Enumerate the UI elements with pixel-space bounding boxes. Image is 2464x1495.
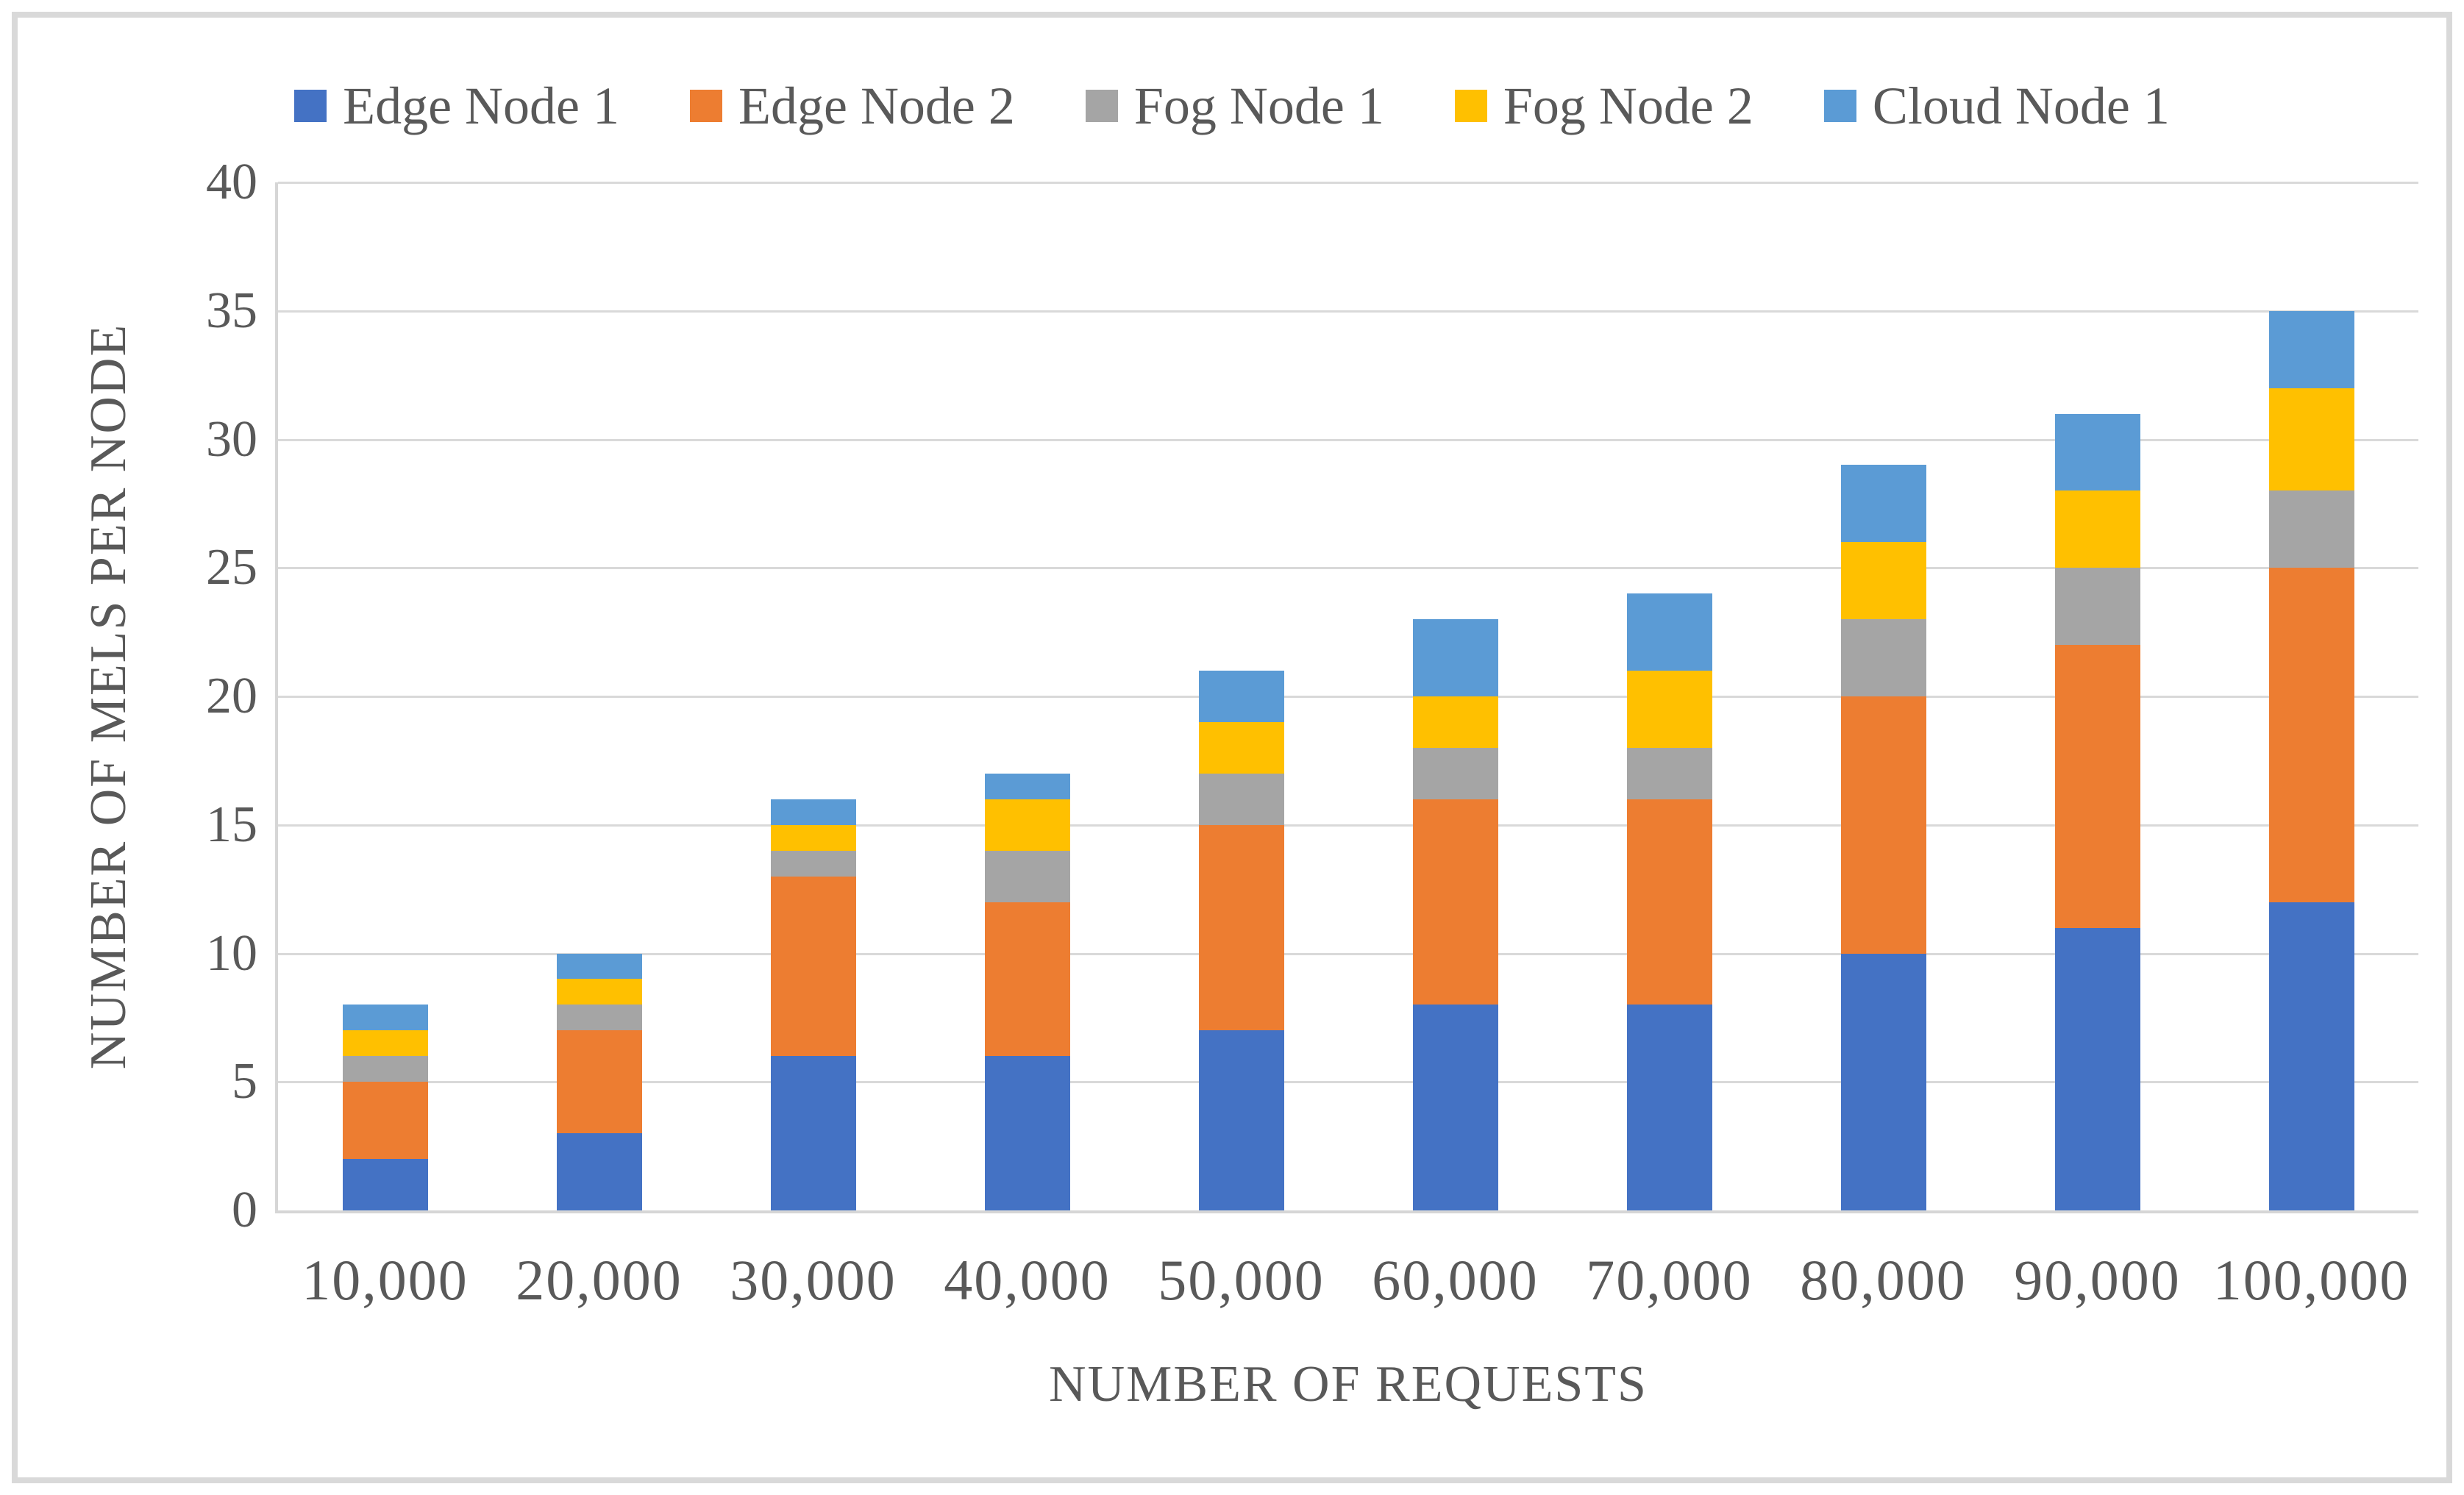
gridline-5 xyxy=(278,1081,2418,1084)
bar-segment-fog-node-2 xyxy=(2054,490,2140,568)
gridline-40 xyxy=(278,182,2418,184)
bar-segment-cloud-node-1 xyxy=(2268,310,2354,388)
x-axis-tick-label: 60,000 xyxy=(1372,1248,1539,1312)
y-axis-tick-label: 30 xyxy=(206,410,257,468)
y-axis-tick-label: 40 xyxy=(206,154,257,210)
legend-swatch-icon xyxy=(690,90,722,122)
bar-segment-edge-node-2 xyxy=(1412,799,1498,1005)
bar-segment-cloud-node-1 xyxy=(2054,413,2140,491)
bar-segment-edge-node-2 xyxy=(984,902,1070,1057)
y-axis-tick-label: 10 xyxy=(206,924,257,982)
bar-segment-edge-node-2 xyxy=(1626,799,1712,1005)
gridline-10 xyxy=(278,952,2418,955)
bar-segment-edge-node-1 xyxy=(556,1133,642,1210)
y-axis-tick-label: 25 xyxy=(206,539,257,596)
x-axis-tick-label: 30,000 xyxy=(730,1248,897,1312)
bar-segment-fog-node-2 xyxy=(342,1030,428,1057)
legend-label: Edge Node 1 xyxy=(343,76,619,135)
bar-segment-fog-node-2 xyxy=(1198,721,1284,774)
bar-segment-edge-node-2 xyxy=(1840,696,1926,954)
legend-item-fog-node-1: Fog Node 1 xyxy=(1085,76,1384,135)
bar-segment-edge-node-2 xyxy=(342,1082,428,1160)
gridline-30 xyxy=(278,438,2418,441)
bar-segment-cloud-node-1 xyxy=(342,1005,428,1031)
bar-segment-edge-node-1 xyxy=(2054,927,2140,1210)
legend-swatch-icon xyxy=(1823,90,1856,122)
x-axis-tick-label: 20,000 xyxy=(516,1248,683,1312)
bar-segment-edge-node-1 xyxy=(1198,1030,1284,1210)
bar-segment-fog-node-2 xyxy=(556,979,642,1005)
x-axis-tick-label: 80,000 xyxy=(1800,1248,1967,1312)
legend-item-fog-node-2: Fog Node 2 xyxy=(1454,76,1753,135)
legend-label: Fog Node 2 xyxy=(1503,76,1753,135)
bar-segment-edge-node-2 xyxy=(556,1030,642,1134)
bar-segment-fog-node-1 xyxy=(1198,773,1284,825)
y-axis-tick-label: 0 xyxy=(232,1182,257,1238)
legend-swatch-icon xyxy=(294,90,327,122)
bar-segment-fog-node-1 xyxy=(556,1005,642,1031)
x-axis-tick-label: 70,000 xyxy=(1586,1248,1753,1312)
bar-segment-fog-node-1 xyxy=(1840,619,1926,696)
legend-label: Edge Node 2 xyxy=(738,76,1015,135)
legend-item-edge-node-1: Edge Node 1 xyxy=(294,79,619,132)
y-axis-tick-label: 5 xyxy=(232,1053,257,1110)
y-axis-tick-label: 20 xyxy=(206,668,257,724)
bar-segment-fog-node-2 xyxy=(2268,388,2354,491)
legend-label: Cloud Node 1 xyxy=(1872,76,2170,135)
legend-item-edge-node-2: Edge Node 2 xyxy=(690,79,1015,132)
x-axis-line xyxy=(275,1210,2418,1213)
gridline-20 xyxy=(278,696,2418,698)
bar-segment-edge-node-2 xyxy=(770,876,856,1057)
bar-segment-edge-node-2 xyxy=(2054,645,2140,928)
bar-segment-cloud-node-1 xyxy=(556,953,642,980)
bar-segment-fog-node-2 xyxy=(1626,671,1712,748)
bar-segment-cloud-node-1 xyxy=(984,773,1070,799)
bar-segment-cloud-node-1 xyxy=(1412,619,1498,696)
bar-segment-fog-node-1 xyxy=(984,850,1070,902)
bar-segment-edge-node-2 xyxy=(1198,824,1284,1031)
legend: Edge Node 1 Edge Node 2 Fog Node 1 Fog Node… xyxy=(0,79,2464,132)
legend-label: Fog Node 1 xyxy=(1133,76,1384,135)
bar-segment-edge-node-1 xyxy=(1840,953,1926,1210)
bar-segment-fog-node-1 xyxy=(1412,747,1498,799)
bar-segment-cloud-node-1 xyxy=(1198,671,1284,722)
legend-swatch-icon xyxy=(1454,90,1487,122)
bar-segment-fog-node-1 xyxy=(2268,490,2354,568)
legend-item-cloud-node-1: Cloud Node 1 xyxy=(1823,76,2170,135)
x-axis-tick-label: 40,000 xyxy=(944,1248,1111,1312)
bar-segment-fog-node-2 xyxy=(984,799,1070,851)
legend-swatch-icon xyxy=(1085,90,1118,122)
bar-segment-edge-node-1 xyxy=(984,1056,1070,1210)
bar-segment-edge-node-1 xyxy=(1412,1005,1498,1210)
x-axis-tick-label: 10,000 xyxy=(302,1248,469,1312)
y-axis-line xyxy=(275,182,278,1213)
x-axis-tick-label: 100,000 xyxy=(2212,1248,2410,1312)
x-axis-tick-label: 90,000 xyxy=(2014,1248,2181,1312)
bar-segment-edge-node-1 xyxy=(1626,1005,1712,1210)
bar-segment-edge-node-1 xyxy=(770,1056,856,1210)
gridline-25 xyxy=(278,567,2418,570)
gridline-15 xyxy=(278,824,2418,827)
bar-segment-fog-node-2 xyxy=(770,824,856,851)
bar-segment-fog-node-1 xyxy=(1626,747,1712,799)
bar-segment-cloud-node-1 xyxy=(770,799,856,825)
gridline-35 xyxy=(278,310,2418,313)
bar-segment-edge-node-1 xyxy=(342,1159,428,1210)
bar-segment-edge-node-1 xyxy=(2268,902,2354,1210)
y-axis-tick-label: 35 xyxy=(206,282,257,339)
bar-segment-fog-node-1 xyxy=(2054,568,2140,646)
bar-segment-cloud-node-1 xyxy=(1626,593,1712,671)
bar-segment-fog-node-1 xyxy=(770,850,856,877)
bar-segment-edge-node-2 xyxy=(2268,568,2354,902)
bar-segment-fog-node-1 xyxy=(342,1056,428,1082)
bar-segment-fog-node-2 xyxy=(1412,696,1498,748)
y-axis-tick-label: 15 xyxy=(206,796,257,853)
x-axis-tick-label: 50,000 xyxy=(1158,1248,1325,1312)
bar-segment-cloud-node-1 xyxy=(1840,465,1926,543)
bar-segment-fog-node-2 xyxy=(1840,542,1926,620)
x-axis-title: NUMBER OF REQUESTS xyxy=(1049,1356,1648,1413)
